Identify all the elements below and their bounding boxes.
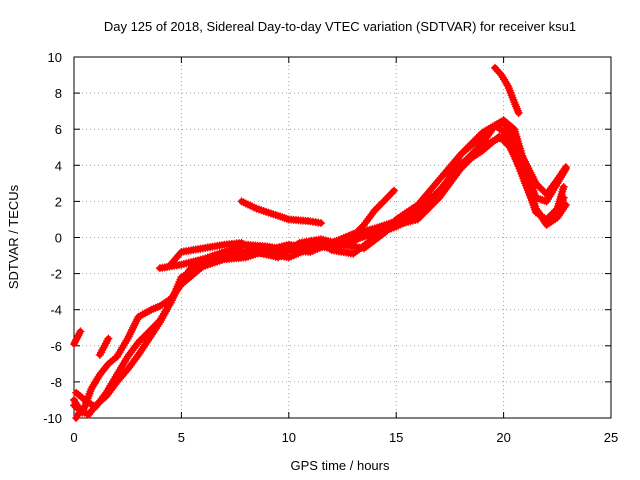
data-point-marker [317,219,326,228]
data-point-marker [136,336,145,345]
series-trail [71,119,567,418]
data-point-marker [463,157,472,166]
data-point-marker [148,323,157,332]
x-tick-label: 15 [389,430,403,445]
data-point-marker [381,195,390,204]
y-tick-label: 8 [55,86,62,101]
data-point-marker [356,224,365,233]
chart-title: Day 125 of 2018, Sidereal Day-to-day VTE… [104,19,576,34]
series-track-6 [237,197,326,228]
data-point-marker [384,191,393,200]
data-point-marker [146,325,155,334]
series-trail [73,133,567,411]
data-point-marker [386,190,395,199]
data-point-marker [546,211,555,220]
x-tick-label: 5 [178,430,185,445]
series-track-2 [72,132,568,412]
series-trail [73,407,84,421]
data-point-marker [467,154,476,163]
data-point-marker [547,210,556,219]
data-point-marker [374,202,383,211]
y-tick-label: -2 [50,267,62,282]
x-tick-label: 25 [604,430,618,445]
data-point-marker [533,181,542,190]
data-point-marker [561,201,570,210]
data-point-marker [514,108,523,117]
data-point-marker [102,361,111,370]
data-point-marker [370,206,379,215]
data-point-marker [472,148,481,157]
data-point-marker [379,197,388,206]
data-point-marker [559,182,568,191]
series-track-11 [72,406,85,422]
data-point-marker [535,182,544,191]
data-point-marker [377,199,386,208]
data-point-marker [537,184,546,193]
y-tick-label: 0 [55,231,62,246]
data-point-marker [390,186,399,195]
y-tick-label: -4 [50,303,62,318]
series-track-10 [95,334,113,359]
data-point-marker [470,150,479,159]
data-point-marker [139,332,148,341]
y-tick-label: -8 [50,375,62,390]
series-track-8 [491,63,523,117]
x-tick-label: 0 [70,430,77,445]
data-point-marker [76,327,85,336]
data-point-marker [388,188,397,197]
y-tick-label: -10 [43,411,62,426]
y-tick-label: 10 [48,50,62,65]
data-point-marker [458,163,467,172]
data-point-marker [460,161,469,170]
y-tick-label: 6 [55,122,62,137]
data-point-marker [358,222,367,231]
data-point-marker [145,327,154,336]
data-point-marker [134,338,143,347]
data-point-marker [469,152,478,161]
data-point-marker [474,146,483,155]
data-point-marker [561,163,570,172]
data-point-marker [352,228,361,237]
data-point-marker [383,193,392,202]
series-track-3 [70,132,570,417]
x-tick-label: 20 [496,430,510,445]
data-series [70,63,570,422]
series-trail [71,133,569,416]
data-point-marker [154,318,163,327]
series-track-9 [70,327,85,348]
data-point-marker [141,330,150,339]
data-point-marker [462,159,471,168]
data-point-marker [150,321,159,330]
data-point-marker [152,320,161,329]
data-point-marker [508,137,517,146]
data-point-marker [465,155,474,164]
data-point-marker [349,231,358,240]
data-point-marker [549,208,558,217]
series-track-7 [327,186,399,253]
x-tick-label: 10 [282,430,296,445]
x-axis-label: GPS time / hours [291,458,390,473]
data-point-marker [143,329,152,338]
data-point-marker [376,201,385,210]
data-point-marker [531,179,540,188]
data-point-marker [76,406,85,415]
data-point-marker [196,264,205,273]
data-point-marker [104,334,113,343]
y-axis-label: SDTVAR / TECUs [6,184,21,289]
y-tick-label: 4 [55,158,62,173]
data-point-marker [138,334,147,343]
axis-ticks: 0 5 10 15 20 25 -10 -8 -6 -4 -2 0 2 4 6 8 10 [43,50,618,445]
y-tick-label: -6 [50,339,62,354]
series-track-1 [70,117,568,419]
y-tick-label: 2 [55,194,62,209]
data-point-marker [354,226,363,235]
data-point-marker [454,152,463,161]
data-point-marker [551,206,560,215]
data-point-marker [372,204,381,213]
data-point-marker [456,164,465,173]
series-trail [238,198,324,227]
data-point-marker [351,229,360,238]
series-track-5 [166,121,570,269]
